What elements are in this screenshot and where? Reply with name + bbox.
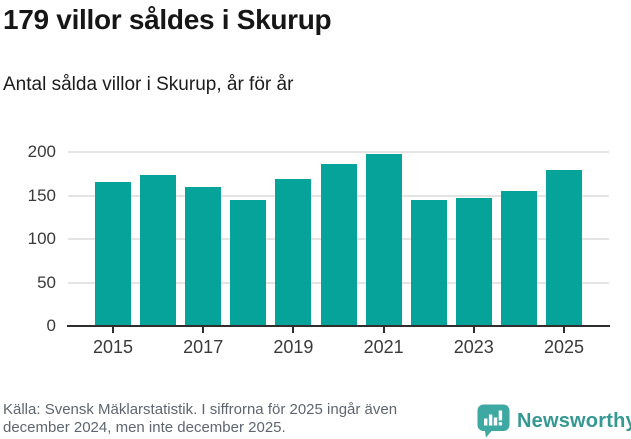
page-title: 179 villor såldes i Skurup [3, 4, 332, 35]
bar-2018 [230, 199, 267, 326]
x-tick-2023 [472, 327, 475, 333]
x-axis-label-2015: 2015 [92, 337, 134, 357]
y-axis-label-50: 50 [37, 272, 56, 292]
source-note-line1: Källa: Svensk Mäklarstatistik. I siffror… [3, 401, 398, 418]
x-axis-label-2025: 2025 [543, 337, 585, 357]
y-axis-label-150: 150 [27, 185, 56, 205]
source-note-line2: december 2024, men inte december 2025. [3, 419, 286, 436]
y-axis-label-0: 0 [46, 316, 56, 335]
x-tick-2019 [292, 327, 295, 333]
newsworthy-logo[interactable]: Newsworthy [477, 404, 631, 438]
x-axis-label-2021: 2021 [363, 337, 404, 357]
source-note: Källa: Svensk Mäklarstatistik. I siffror… [3, 401, 397, 437]
bar-2022 [410, 199, 447, 326]
x-tick-2021 [382, 327, 385, 333]
bar-2020 [320, 164, 357, 326]
newsworthy-logo-icon [477, 404, 510, 438]
bar-2016 [140, 174, 177, 326]
bar-2025 [546, 170, 582, 326]
bar-2019 [275, 178, 312, 326]
y-axis-label-100: 100 [27, 229, 56, 248]
x-tick-2025 [563, 327, 565, 333]
bar-2021 [365, 153, 402, 326]
x-axis-label-2019: 2019 [273, 337, 314, 357]
chart-subtitle: Antal sålda villor i Skurup, år för år [3, 74, 294, 95]
x-axis-label-2023: 2023 [453, 337, 494, 357]
x-axis-label-2017: 2017 [183, 337, 224, 357]
y-axis-label-200: 200 [27, 142, 56, 161]
newsworthy-logo-text: Newsworthy [517, 409, 631, 432]
bar-2015 [95, 182, 131, 326]
x-tick-2015 [112, 327, 114, 333]
x-tick-2017 [202, 327, 205, 333]
bar-2023 [455, 198, 492, 326]
bar-2017 [185, 186, 222, 326]
x-axis-line [67, 325, 610, 327]
bar-2024 [500, 191, 537, 326]
gridline-200 [68, 151, 609, 153]
